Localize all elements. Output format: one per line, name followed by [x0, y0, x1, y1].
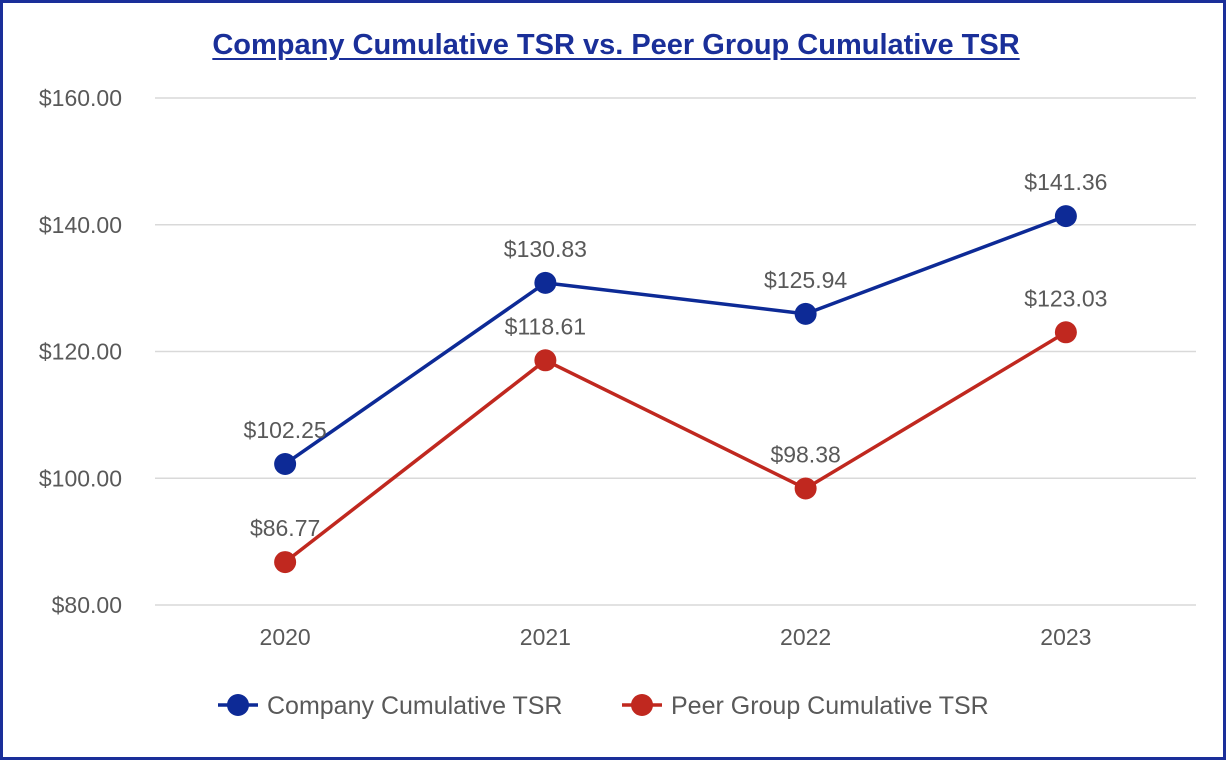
- data-label: $125.94: [764, 267, 847, 293]
- x-tick-label: 2021: [520, 624, 571, 650]
- data-label: $98.38: [770, 442, 840, 468]
- data-point: [274, 452, 297, 475]
- data-label: $102.25: [244, 417, 327, 443]
- series-line-0: [284, 214, 1067, 466]
- data-point: [1054, 205, 1077, 228]
- series-lines: [274, 205, 1077, 574]
- data-label: $118.61: [505, 313, 586, 339]
- y-axis-tick-labels: $160.00 $140.00 $120.00 $100.00 $80.00: [39, 85, 122, 618]
- y-tick-label: $120.00: [39, 339, 122, 365]
- series-line-1: [284, 330, 1067, 564]
- data-point: [274, 551, 297, 574]
- data-point: [794, 302, 817, 325]
- data-label: $86.77: [250, 515, 320, 541]
- data-point: [794, 477, 817, 500]
- chart-title: Company Cumulative TSR vs. Peer Group Cu…: [212, 29, 1020, 61]
- legend: Company Cumulative TSR Peer Group Cumulat…: [218, 692, 989, 720]
- legend-marker: [227, 694, 249, 716]
- x-axis-tick-labels: 2020 2021 2022 2023: [260, 624, 1092, 650]
- legend-label: Peer Group Cumulative TSR: [671, 692, 989, 720]
- y-tick-label: $140.00: [39, 212, 122, 238]
- y-tick-label: $160.00: [39, 85, 122, 111]
- legend-marker: [631, 694, 653, 716]
- legend-label: Company Cumulative TSR: [267, 692, 562, 720]
- data-point: [1054, 321, 1077, 344]
- data-label: $141.36: [1024, 169, 1107, 195]
- y-tick-label: $100.00: [39, 465, 122, 491]
- data-label: $123.03: [1024, 285, 1107, 311]
- x-tick-label: 2022: [780, 624, 831, 650]
- data-labels: $102.25 $130.83 $125.94 $141.36 $86.77 $118.6…: [244, 169, 1108, 541]
- x-tick-label: 2020: [260, 624, 311, 650]
- grid-lines: [155, 97, 1196, 606]
- x-tick-label: 2023: [1040, 624, 1091, 650]
- data-label: $130.83: [504, 236, 587, 262]
- legend-entry: Peer Group Cumulative TSR: [622, 692, 989, 720]
- legend-entry: Company Cumulative TSR: [218, 692, 562, 720]
- y-tick-label: $80.00: [52, 592, 122, 618]
- data-point: [534, 349, 557, 372]
- data-point: [534, 271, 557, 294]
